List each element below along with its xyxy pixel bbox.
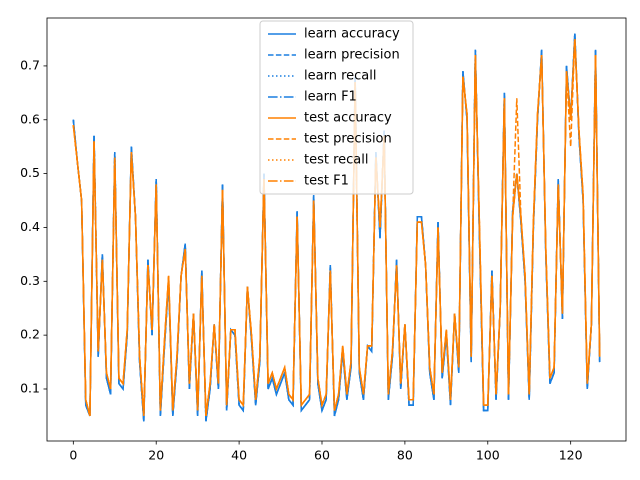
y-tick-label: 0.1 [20, 380, 40, 395]
y-tick-label: 0.7 [20, 57, 40, 72]
legend-label: learn precision [304, 48, 400, 63]
x-tick-label: 40 [231, 448, 247, 463]
legend: learn accuracy learn precision learn recal… [259, 20, 414, 195]
y-tick-label: 0.4 [20, 219, 40, 234]
y-tick-label: 0.3 [20, 273, 40, 288]
legend-label: learn recall [304, 69, 376, 84]
legend-label: test precision [304, 132, 392, 147]
x-tick-label: 100 [476, 448, 500, 463]
y-tick-label: 0.5 [20, 165, 40, 180]
legend-label: test recall [304, 153, 369, 168]
x-tick-label: 0 [69, 448, 77, 463]
legend-box [259, 20, 414, 195]
y-tick-label: 0.6 [20, 111, 40, 126]
legend-label: learn F1 [304, 90, 357, 105]
legend-label: test F1 [304, 174, 349, 189]
y-tick-label: 0.2 [20, 327, 40, 342]
x-tick-label: 80 [397, 448, 413, 463]
legend-label: test accuracy [304, 111, 392, 126]
x-tick-label: 20 [148, 448, 164, 463]
legend-label: learn accuracy [304, 27, 400, 42]
series-line [72, 38, 601, 417]
axes-frame [46, 17, 627, 442]
x-tick-label: 120 [559, 448, 583, 463]
x-tick-label: 60 [314, 448, 330, 463]
